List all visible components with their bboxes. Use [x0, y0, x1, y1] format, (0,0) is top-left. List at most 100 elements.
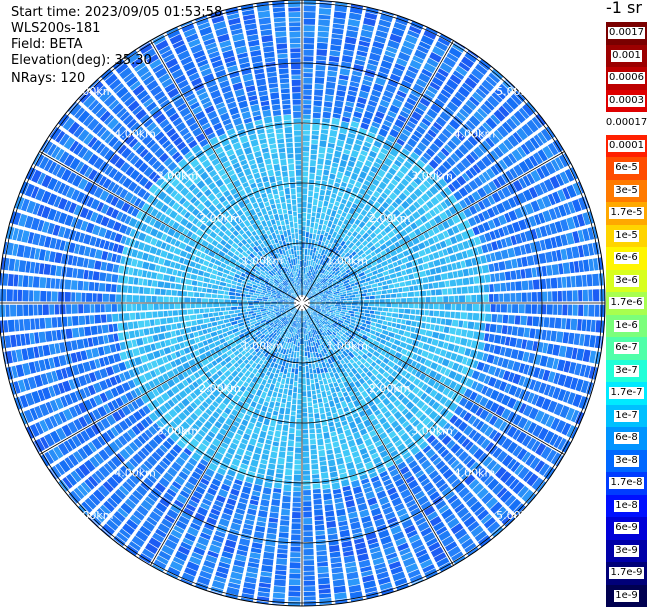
- range-gate: [288, 266, 292, 273]
- range-gate: [53, 413, 63, 426]
- range-gate: [264, 331, 269, 336]
- range-gate: [255, 363, 261, 370]
- range-gate: [245, 122, 254, 130]
- range-gate: [172, 444, 183, 454]
- range-gate: [8, 258, 16, 271]
- range-gate: [110, 426, 119, 437]
- range-gate: [120, 394, 129, 405]
- range-gate: [547, 400, 558, 413]
- range-gate: [39, 277, 47, 288]
- range-gate: [303, 130, 310, 135]
- range-gate: [279, 338, 284, 344]
- range-gate: [331, 33, 343, 39]
- range-gate: [161, 544, 175, 556]
- range-gate: [317, 398, 323, 403]
- range-gate: [255, 314, 262, 318]
- range-gate: [390, 566, 403, 575]
- range-gate: [219, 281, 227, 287]
- range-gate: [369, 310, 375, 314]
- range-gate: [258, 90, 268, 97]
- range-gate: [349, 358, 355, 364]
- range-gate: [408, 534, 421, 544]
- range-gate: [329, 348, 335, 356]
- range-gate: [288, 333, 292, 339]
- range-gate: [127, 379, 136, 389]
- range-gate: [289, 221, 294, 228]
- range-gate: [77, 363, 85, 374]
- range-gate: [310, 323, 314, 329]
- range-gate: [105, 366, 115, 376]
- range-gate: [303, 310, 305, 315]
- range-gate: [185, 321, 192, 327]
- range-gate: [576, 348, 585, 361]
- range-gate: [9, 382, 17, 395]
- range-gate: [51, 370, 59, 382]
- range-gate: [276, 468, 284, 474]
- range-gate: [335, 421, 342, 428]
- range-gate: [248, 366, 254, 373]
- range-gate: [271, 377, 277, 385]
- range-gate: [77, 484, 88, 497]
- range-gate: [238, 424, 246, 432]
- range-gate: [346, 415, 354, 423]
- range-gate: [242, 433, 251, 441]
- range-gate: [305, 243, 308, 249]
- range-gate: [70, 470, 82, 483]
- range-gate: [476, 420, 485, 431]
- range-gate: [186, 168, 194, 176]
- range-gate: [200, 252, 206, 259]
- range-gate: [114, 488, 127, 500]
- range-gate: [204, 308, 210, 313]
- range-gate: [269, 318, 276, 324]
- range-gate: [261, 255, 267, 261]
- range-gate: [200, 215, 209, 224]
- range-gate: [223, 91, 234, 100]
- range-gate: [277, 225, 282, 231]
- range-gate: [213, 303, 220, 308]
- range-gate: [225, 60, 237, 68]
- range-gate: [250, 324, 255, 329]
- range-gate: [330, 387, 336, 394]
- range-gate: [171, 461, 182, 472]
- range-gate: [174, 475, 186, 486]
- range-gate: [89, 456, 100, 468]
- range-gate: [452, 362, 460, 371]
- range-gate: [112, 58, 125, 70]
- range-gate: [32, 276, 40, 288]
- range-gate: [198, 335, 206, 342]
- range-gate: [243, 381, 249, 388]
- range-gate: [332, 579, 345, 587]
- range-gate: [218, 518, 230, 527]
- range-gate: [238, 325, 245, 331]
- range-gate: [146, 122, 157, 132]
- range-gate: [179, 197, 187, 205]
- range-gate: [206, 328, 212, 333]
- range-gate: [177, 426, 186, 434]
- range-gate: [389, 492, 400, 501]
- range-gate: [225, 322, 232, 327]
- range-gate: [302, 266, 304, 271]
- range-gate: [182, 309, 188, 315]
- range-gate: [397, 393, 405, 401]
- range-gate: [312, 394, 317, 400]
- range-gate: [317, 37, 329, 43]
- range-gate: [143, 244, 152, 253]
- range-gate: [90, 304, 95, 313]
- range-gate: [302, 391, 307, 397]
- range-gate: [264, 545, 275, 553]
- range-gate: [196, 87, 207, 96]
- range-gate: [188, 499, 198, 508]
- range-gate: [233, 335, 240, 342]
- range-gate: [144, 320, 151, 327]
- range-gate: [201, 240, 209, 247]
- range-gate: [157, 375, 165, 384]
- range-gate: [156, 273, 164, 280]
- range-gate: [195, 303, 202, 308]
- range-gate: [89, 315, 95, 324]
- range-gate: [341, 479, 350, 487]
- range-gate: [397, 403, 406, 412]
- range-gate: [340, 376, 347, 383]
- range-gate: [37, 389, 46, 402]
- range-gate: [389, 337, 395, 343]
- range-gate: [241, 486, 252, 495]
